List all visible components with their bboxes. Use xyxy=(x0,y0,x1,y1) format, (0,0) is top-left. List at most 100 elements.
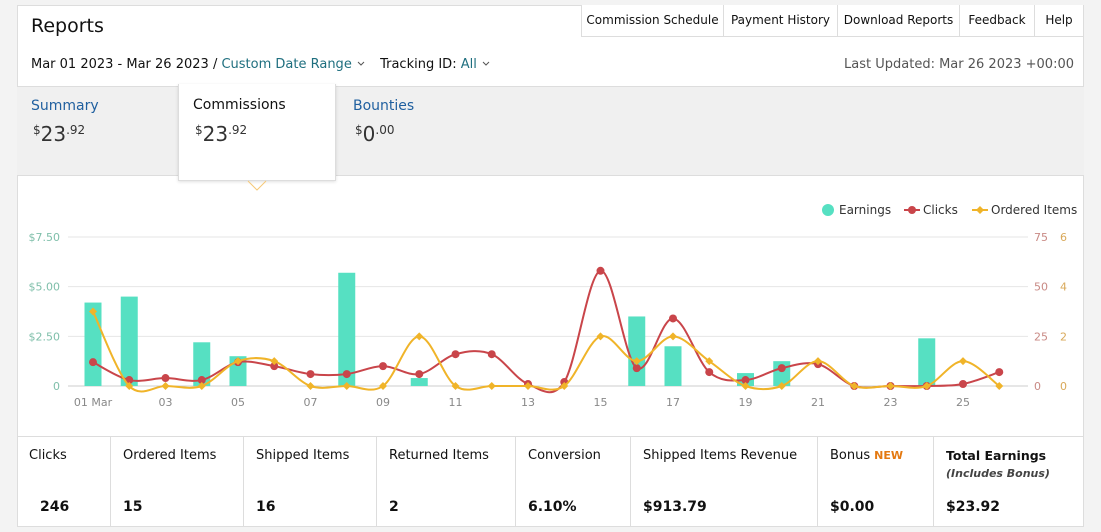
point xyxy=(669,314,677,323)
x-tick-label: 01 Mar xyxy=(74,396,113,409)
point xyxy=(922,382,931,390)
legend-label: Clicks xyxy=(923,203,958,217)
tick-label: 2 xyxy=(1060,330,1067,343)
point xyxy=(741,382,750,390)
fraction: .92 xyxy=(228,123,248,137)
tab[interactable]: Summary $23.92 xyxy=(17,87,177,177)
stat-label: Bonus NEW xyxy=(830,448,933,463)
stat-label-text: Bonus xyxy=(830,448,871,463)
x-tick-label: 03 xyxy=(159,396,173,409)
whole: 23 xyxy=(40,122,67,146)
point xyxy=(379,362,387,371)
nav-tab[interactable]: Download Reports xyxy=(837,5,960,37)
tick-label: 0 xyxy=(1034,380,1041,393)
point xyxy=(197,382,206,390)
line xyxy=(92,311,1000,393)
point xyxy=(741,376,750,385)
chevron xyxy=(357,61,365,66)
point xyxy=(814,357,822,366)
tick-label: $7.50 xyxy=(29,231,61,244)
stat-value: $23.92 xyxy=(946,499,1001,515)
tab-band: Summary $23.92 Commissions $23.92 Bounti… xyxy=(17,84,1084,181)
point xyxy=(777,364,786,373)
nav-tab[interactable]: Feedback xyxy=(959,5,1035,37)
point xyxy=(234,357,242,366)
stat-label: Clicks xyxy=(29,448,110,463)
point xyxy=(89,358,97,367)
tab-value: $0.00 xyxy=(355,122,394,146)
stat-label: Total Earnings xyxy=(946,448,1084,463)
date-range-link[interactable]: Custom Date Range xyxy=(221,57,352,72)
legend-label: Earnings xyxy=(839,203,891,217)
point xyxy=(270,362,279,371)
point xyxy=(161,382,170,390)
point xyxy=(632,364,641,373)
point xyxy=(415,370,424,379)
point xyxy=(850,382,859,390)
x-tick-label: 13 xyxy=(521,396,535,409)
tick-label: 50 xyxy=(1034,281,1048,294)
point xyxy=(886,382,895,390)
point xyxy=(560,382,569,390)
tab[interactable]: Bounties $0.00 xyxy=(339,87,499,177)
stat-label-text: Returned Items xyxy=(389,448,489,463)
stat-label-text: Shipped Items Revenue xyxy=(643,448,798,463)
point xyxy=(125,382,134,390)
stat-value: $913.79 xyxy=(643,499,707,515)
tick-label: $2.50 xyxy=(29,330,61,343)
point xyxy=(451,382,460,390)
point xyxy=(306,382,315,390)
point xyxy=(415,332,424,341)
stat-value: $0.00 xyxy=(830,499,875,515)
fraction: .00 xyxy=(375,123,395,137)
stat-cell: Shipped Items Revenue $913.79 xyxy=(631,436,818,527)
x-tick-label: 07 xyxy=(304,396,318,409)
point xyxy=(197,376,206,385)
x-tick-label: 25 xyxy=(956,396,970,409)
stat-label: Conversion xyxy=(528,448,630,463)
point xyxy=(632,357,641,366)
last-updated: Last Updated: Mar 26 2023 +00:00 xyxy=(844,57,1074,72)
stat-label-text: Shipped Items xyxy=(256,448,350,463)
nav-tab[interactable]: Help xyxy=(1034,5,1084,37)
stat-cell: Bonus NEW $0.00 xyxy=(818,436,934,527)
point xyxy=(524,382,532,390)
x-tick-label: 21 xyxy=(811,396,825,409)
currency: $ xyxy=(355,123,363,137)
stat-cell: Total Earnings (Includes Bonus) $23.92 xyxy=(934,436,1084,527)
tick-label: $5.00 xyxy=(29,281,61,294)
tick-label: 0 xyxy=(53,380,60,393)
point xyxy=(487,350,496,359)
point xyxy=(995,382,1004,390)
point xyxy=(705,368,714,377)
date-range: Mar 01 2023 - Mar 26 2023 xyxy=(31,57,209,72)
stat-label-text: Total Earnings xyxy=(946,448,1047,463)
x-tick-label: 23 xyxy=(884,396,898,409)
bar xyxy=(410,378,428,386)
stat-note: (Includes Bonus) xyxy=(946,467,1050,480)
nav-tab[interactable]: Payment History xyxy=(723,5,838,37)
tracking-value[interactable]: All xyxy=(460,57,477,72)
stat-label: Returned Items xyxy=(389,448,515,463)
tick-label: 6 xyxy=(1060,231,1067,244)
tick-label: 75 xyxy=(1034,231,1048,244)
point xyxy=(342,382,351,390)
tab-value: $23.92 xyxy=(33,122,85,146)
legend-swatch xyxy=(822,204,834,216)
nav-tab[interactable]: Commission Schedule xyxy=(581,5,724,37)
point xyxy=(270,357,279,366)
bar xyxy=(338,272,356,386)
point xyxy=(451,350,460,359)
point xyxy=(959,380,967,389)
tab-selected[interactable]: Commissions $23.92 xyxy=(178,84,336,181)
x-tick-label: 17 xyxy=(666,396,680,409)
tab-label: Bounties xyxy=(353,98,415,114)
stat-value: 15 xyxy=(123,499,143,515)
stat-label: Shipped Items xyxy=(256,448,376,463)
tracking-label: Tracking ID: xyxy=(380,57,457,72)
point xyxy=(161,374,170,383)
tick-label: 25 xyxy=(1034,330,1048,343)
legend-label: Ordered Items xyxy=(991,203,1077,217)
currency: $ xyxy=(195,123,203,137)
whole: 0 xyxy=(362,122,376,146)
